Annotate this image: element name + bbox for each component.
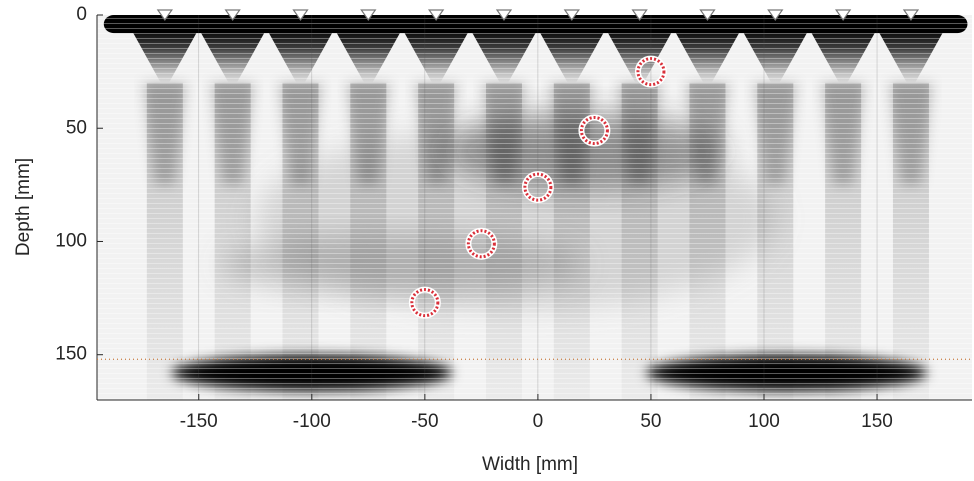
transducer [834,9,852,22]
transducer [631,9,648,22]
transducer [767,9,784,22]
transducer [902,9,920,22]
target [521,171,554,204]
transducer [292,9,309,22]
target-dots [466,229,496,259]
y-tick-label: 50 [66,117,87,138]
transducer [699,9,716,22]
y-axis-label: Depth [mm] [13,158,34,256]
speckle [97,15,972,400]
image [97,15,972,400]
x-axis-label: Width [mm] [482,454,578,475]
x-tick-label: 50 [640,411,661,432]
transducer [224,9,241,22]
x-tick-label: 100 [748,411,780,432]
target [578,114,611,147]
transducer [495,9,513,22]
target [408,286,441,319]
target [465,227,498,260]
target-dots [636,57,666,87]
x-tick-label: 150 [861,411,893,432]
x-tick-label: -100 [293,411,331,432]
y-tick-label: 150 [55,344,87,365]
transducer [360,9,377,22]
y-tick-label: 100 [55,230,87,251]
transducer [563,9,580,22]
target-dots [579,116,609,145]
transducer [156,9,173,22]
y-tick-label: 0 [76,4,87,25]
target [634,55,667,88]
target-dots [523,172,553,202]
x-tick-label: -150 [180,411,218,432]
transducer [427,9,445,22]
x-tick-label: -50 [411,411,438,432]
target-dots [410,288,440,318]
x-tick-label: 0 [533,411,544,432]
